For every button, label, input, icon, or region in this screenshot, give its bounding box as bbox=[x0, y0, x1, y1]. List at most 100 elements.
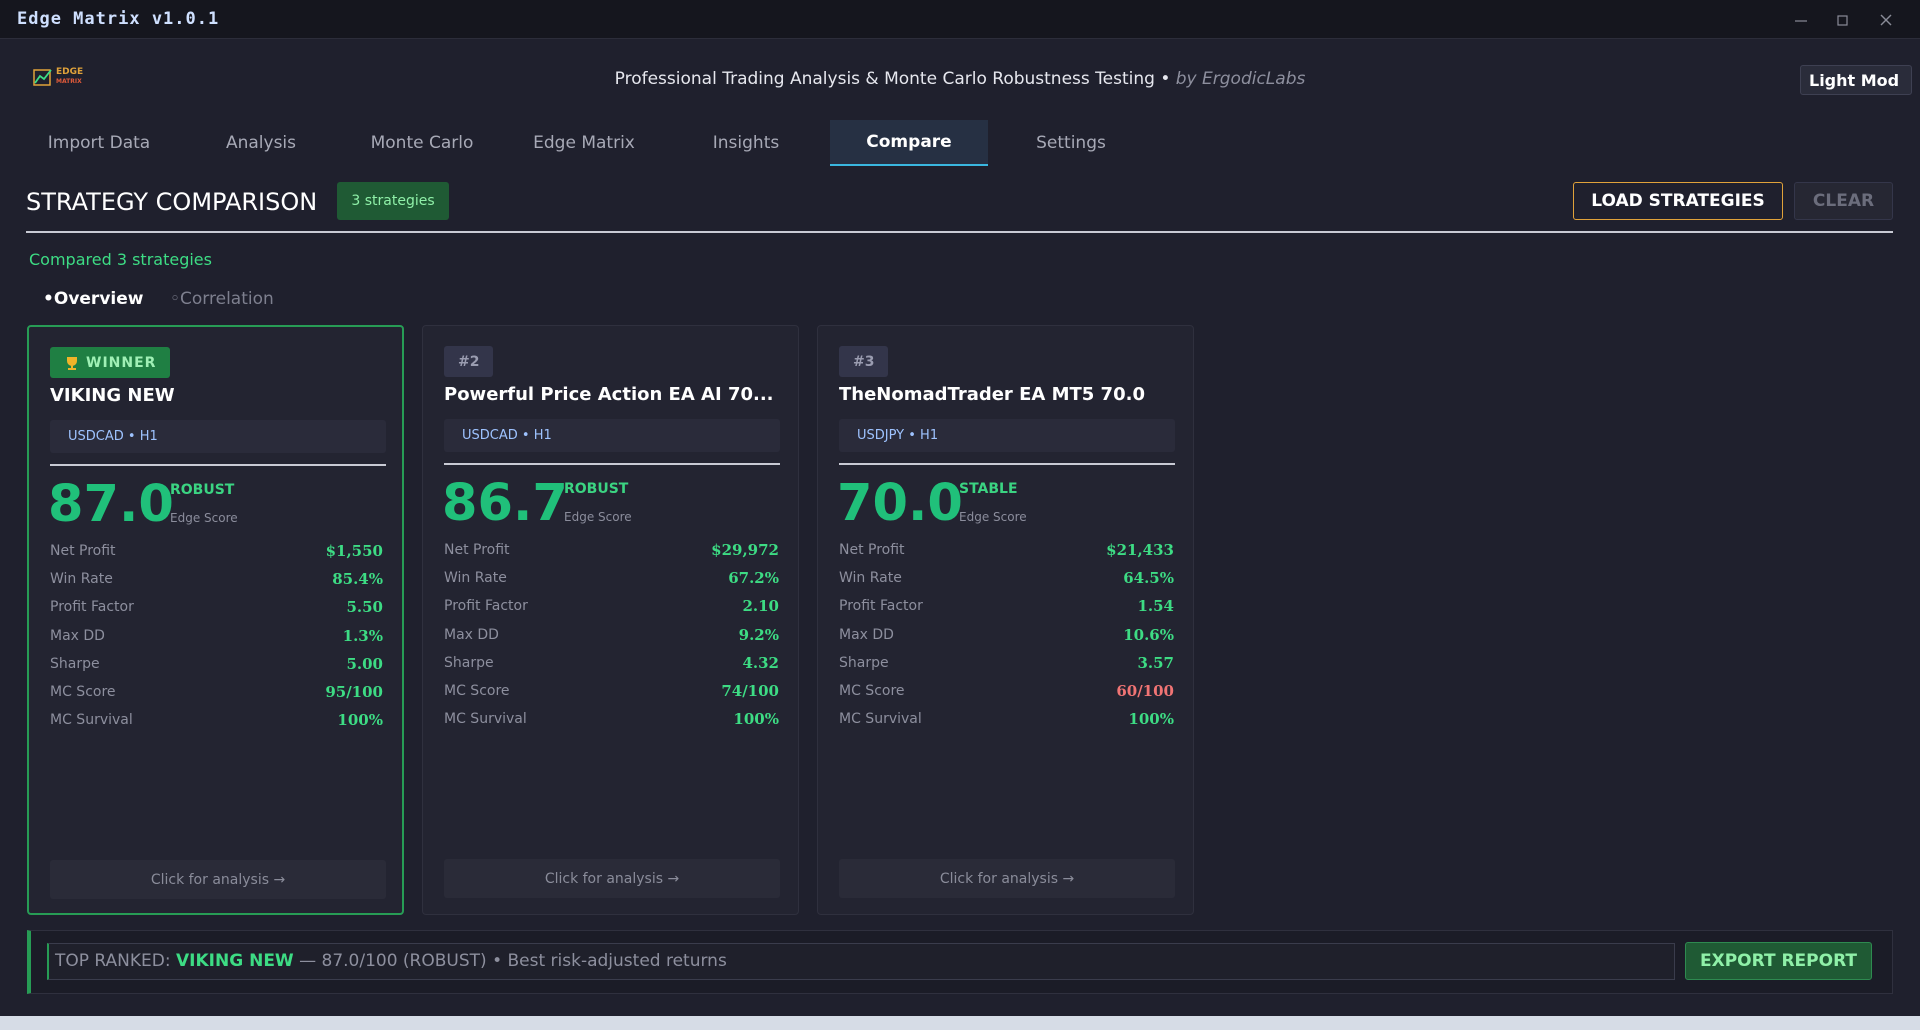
score-status: ROBUST bbox=[170, 482, 235, 498]
summary-name: VIKING NEW bbox=[176, 951, 294, 971]
metric-label: Max DD bbox=[50, 627, 105, 644]
metric-value: 100% bbox=[337, 711, 383, 730]
rank-text: #3 bbox=[853, 353, 875, 370]
metric-label: MC Score bbox=[444, 683, 510, 699]
metric-value: 64.5% bbox=[1123, 569, 1174, 588]
taskbar-edge bbox=[0, 1016, 1920, 1030]
strategy-name: TheNomadTrader EA MT5 70.0 bbox=[839, 384, 1145, 405]
analysis-button[interactable]: Click for analysis → bbox=[50, 860, 386, 899]
metric-value: 100% bbox=[733, 710, 779, 729]
metric-label: Net Profit bbox=[444, 542, 510, 558]
metric-label: MC Survival bbox=[444, 711, 527, 728]
metric-value: 100% bbox=[1128, 710, 1174, 729]
subtitle: Professional Trading Analysis & Monte Ca… bbox=[614, 69, 1171, 89]
load-button[interactable]: LOAD STRATEGIES bbox=[1573, 182, 1783, 220]
strategy-name: Powerful Price Action EA AI 70... bbox=[444, 384, 774, 405]
metric-label: Profit Factor bbox=[839, 598, 923, 615]
edge-score: 86.7 bbox=[442, 474, 568, 533]
logo-text: EDGE MATRIX bbox=[56, 68, 83, 86]
rank-text: WINNER bbox=[86, 354, 157, 371]
metric-value: 2.10 bbox=[742, 597, 779, 616]
metric-value: 5.00 bbox=[346, 654, 383, 673]
metric-label: Sharpe bbox=[444, 654, 494, 671]
metric-label: Net Profit bbox=[839, 542, 905, 558]
view-tab[interactable]: ◦Correlation bbox=[170, 289, 274, 309]
metric-value: 74/100 bbox=[721, 682, 779, 700]
edge-score: 70.0 bbox=[837, 474, 963, 533]
metric-label: MC Score bbox=[50, 684, 116, 700]
edge-score: 87.0 bbox=[48, 475, 174, 534]
score-label: Edge Score bbox=[959, 510, 1027, 524]
clear-button[interactable]: CLEAR bbox=[1794, 182, 1893, 220]
pair-label: USDCAD • H1 bbox=[50, 420, 386, 453]
strategy-card[interactable]: #3 TheNomadTrader EA MT5 70.0 USDJPY • H1 7… bbox=[817, 325, 1194, 915]
status-text: Compared 3 strategies bbox=[29, 250, 212, 269]
metric-label: Win Rate bbox=[50, 571, 113, 588]
nav-tab[interactable]: Monte Carlo bbox=[370, 133, 474, 153]
metric-label: MC Score bbox=[839, 683, 905, 699]
window-controls[interactable] bbox=[1780, 10, 1910, 30]
score-status: ROBUST bbox=[564, 481, 629, 497]
metric-label: Sharpe bbox=[839, 654, 889, 671]
nav-tab[interactable]: Edge Matrix bbox=[533, 133, 635, 153]
strategy-card[interactable]: #2 Powerful Price Action EA AI 70... USDCA… bbox=[422, 325, 799, 915]
view-tab[interactable]: •Overview bbox=[43, 289, 144, 309]
strategy-card[interactable]: WINNER VIKING NEW USDCAD • H1 87.0 ROBUST Edg… bbox=[27, 325, 404, 915]
analysis-button[interactable]: Click for analysis → bbox=[444, 859, 780, 898]
count-badge: 3 strategies bbox=[337, 182, 449, 220]
metric-label: Max DD bbox=[839, 626, 894, 643]
metric-label: MC Survival bbox=[50, 712, 133, 729]
nav-tab[interactable]: Import Data bbox=[47, 133, 151, 153]
nav-tab[interactable]: Settings bbox=[1036, 133, 1106, 153]
metric-label: Max DD bbox=[444, 626, 499, 643]
metric-value: 5.50 bbox=[346, 598, 383, 617]
metric-value: 10.6% bbox=[1123, 625, 1174, 644]
metric-value: 9.2% bbox=[738, 625, 779, 644]
metric-value: 4.32 bbox=[742, 653, 779, 672]
summary-detail: — 87.0/100 (ROBUST) • Best risk-adjusted… bbox=[299, 951, 727, 971]
metric-label: Sharpe bbox=[50, 655, 100, 672]
card-divider bbox=[839, 463, 1175, 465]
pair-label: USDCAD • H1 bbox=[444, 419, 780, 452]
nav-tab[interactable]: Insights bbox=[712, 133, 780, 153]
score-label: Edge Score bbox=[170, 511, 238, 525]
metric-label: Win Rate bbox=[839, 570, 902, 587]
metric-label: Net Profit bbox=[50, 543, 116, 559]
metric-value: 95/100 bbox=[325, 683, 383, 701]
logo-icon bbox=[33, 69, 52, 86]
analysis-button[interactable]: Click for analysis → bbox=[839, 859, 1175, 898]
divider bbox=[26, 231, 1893, 233]
metric-label: Profit Factor bbox=[444, 598, 528, 615]
rank-badge: #3 bbox=[839, 346, 889, 377]
pair-label: USDJPY • H1 bbox=[839, 419, 1175, 452]
title-bar bbox=[0, 0, 1920, 39]
card-divider bbox=[50, 464, 386, 466]
window-title: Edge Matrix v1.0.1 bbox=[17, 9, 220, 29]
metric-value: 85.4% bbox=[332, 570, 383, 589]
metric-value: $1,550 bbox=[325, 542, 383, 560]
metric-value: $29,972 bbox=[711, 541, 779, 559]
rank-badge: #2 bbox=[444, 346, 494, 377]
metric-value: 67.2% bbox=[728, 569, 779, 588]
metric-value: $21,433 bbox=[1106, 541, 1174, 559]
nav-tab[interactable]: Analysis bbox=[225, 133, 297, 153]
trophy-icon bbox=[67, 356, 77, 370]
strategy-name: VIKING NEW bbox=[50, 385, 175, 406]
metric-value: 1.3% bbox=[342, 626, 383, 645]
export-button[interactable]: EXPORT REPORT bbox=[1685, 942, 1872, 980]
theme-button[interactable]: Light Mod bbox=[1800, 65, 1912, 95]
summary-box: TOP RANKED: VIKING NEW — 87.0/100 (ROBUS… bbox=[47, 943, 1675, 980]
nav-tab[interactable]: Compare bbox=[830, 120, 988, 166]
metric-label: Profit Factor bbox=[50, 599, 134, 616]
rank-badge: WINNER bbox=[50, 347, 171, 378]
metric-value: 3.57 bbox=[1137, 653, 1174, 672]
score-status: STABLE bbox=[959, 481, 1018, 497]
section-title: STRATEGY COMPARISON bbox=[26, 188, 318, 216]
rank-text: #2 bbox=[458, 353, 480, 370]
score-label: Edge Score bbox=[564, 510, 632, 524]
logo-line: MATRIX bbox=[56, 78, 82, 85]
summary-prefix: TOP RANKED: bbox=[55, 951, 171, 971]
subtitle-row: Professional Trading Analysis & Monte Ca… bbox=[0, 69, 1920, 89]
metric-value: 1.54 bbox=[1137, 597, 1174, 616]
